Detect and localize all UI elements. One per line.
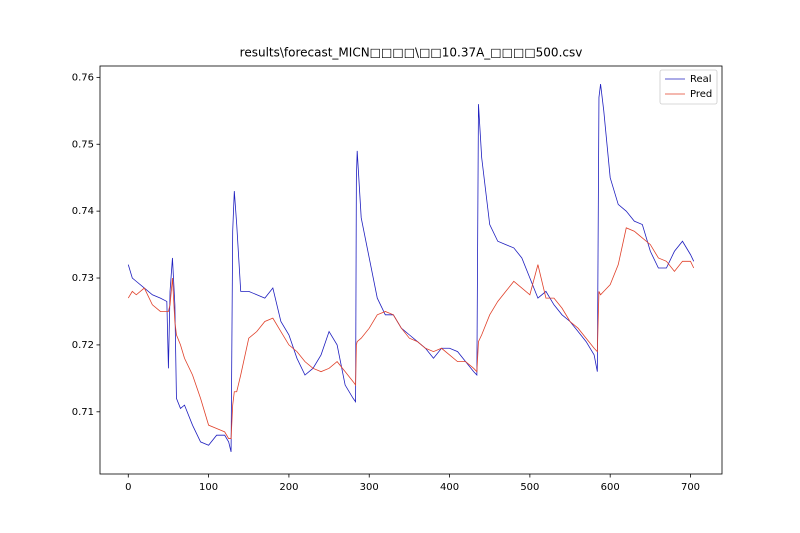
plot-frame bbox=[99, 65, 723, 475]
series-line bbox=[127, 84, 695, 453]
y-tick-label: 0.72 bbox=[72, 340, 94, 351]
x-tick-label: 700 bbox=[681, 482, 700, 493]
y-tick-label: 0.75 bbox=[72, 139, 94, 150]
y-tick-label: 0.73 bbox=[72, 273, 94, 284]
x-tick-label: 400 bbox=[440, 482, 459, 493]
series-line bbox=[127, 227, 695, 439]
chart-title: results\forecast_MICN□□□□\□□10.37A_□□□□5… bbox=[240, 46, 583, 60]
legend-label: Real bbox=[690, 74, 712, 85]
y-tick-label: 0.74 bbox=[72, 206, 94, 217]
x-tick-label: 600 bbox=[601, 482, 620, 493]
x-tick-label: 500 bbox=[520, 482, 539, 493]
y-tick-label: 0.76 bbox=[72, 72, 94, 83]
y-tick-label: 0.71 bbox=[72, 407, 94, 418]
legend-box bbox=[659, 69, 718, 105]
x-tick-label: 200 bbox=[279, 482, 298, 493]
x-tick-label: 300 bbox=[360, 482, 379, 493]
x-tick-label: 100 bbox=[199, 482, 218, 493]
x-tick-label: 0 bbox=[125, 482, 131, 493]
legend-label: Pred bbox=[690, 89, 712, 100]
